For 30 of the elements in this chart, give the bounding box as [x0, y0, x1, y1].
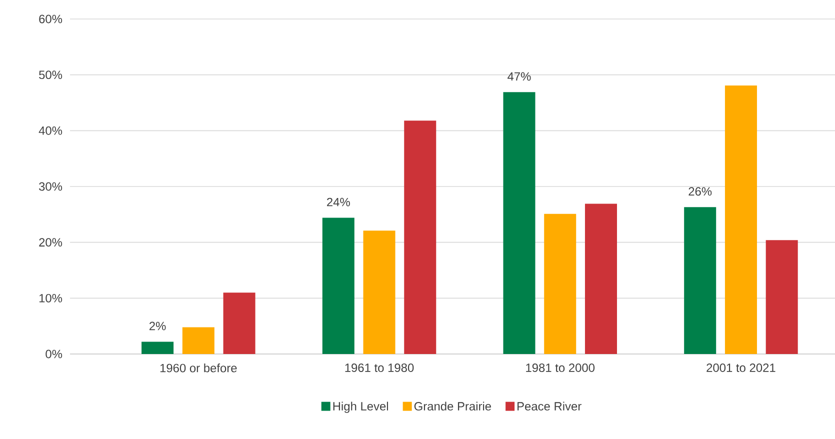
y-tick-label: 0% [46, 350, 62, 358]
bar [363, 230, 396, 354]
bar [544, 214, 576, 354]
y-tick-label: 10% [39, 294, 62, 302]
bar [223, 292, 256, 354]
y-tick-label: 40% [38, 126, 62, 135]
y-tick-label: 20% [39, 238, 62, 247]
y-tick-label: 60% [39, 14, 62, 24]
data-label: 47% [508, 72, 531, 81]
bar [766, 240, 798, 354]
bar [142, 342, 174, 354]
legend-label: Peace River [518, 402, 582, 411]
legend-label: High Level [333, 402, 388, 413]
legend-label: Grande Prairie [414, 402, 491, 411]
x-tick-label: 1960 or before [160, 364, 237, 372]
bar [503, 92, 536, 354]
y-tick-label: 50% [39, 70, 62, 80]
bar [724, 85, 757, 354]
bar [584, 204, 617, 354]
data-label: 2% [149, 322, 166, 330]
data-label: 24% [327, 198, 350, 206]
x-tick-label: 2001 to 2021 [706, 364, 776, 372]
data-label: 26% [688, 187, 712, 196]
bar [182, 327, 214, 354]
y-tick-label: 30% [39, 182, 62, 191]
bar [404, 120, 436, 354]
x-tick-label: 1981 to 2000 [526, 364, 595, 372]
x-tick-label: 1961 to 1980 [345, 364, 414, 372]
bar [322, 218, 354, 354]
bar [684, 207, 716, 354]
